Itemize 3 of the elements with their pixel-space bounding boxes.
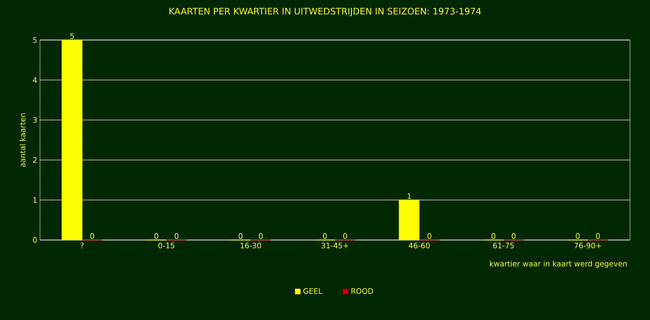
- chart-title: KAARTEN PER KWARTIER IN UITWEDSTRIJDEN IN SEIZOEN: 1973-1974: [169, 8, 481, 16]
- bar: [62, 40, 82, 240]
- bar: [398, 200, 420, 240]
